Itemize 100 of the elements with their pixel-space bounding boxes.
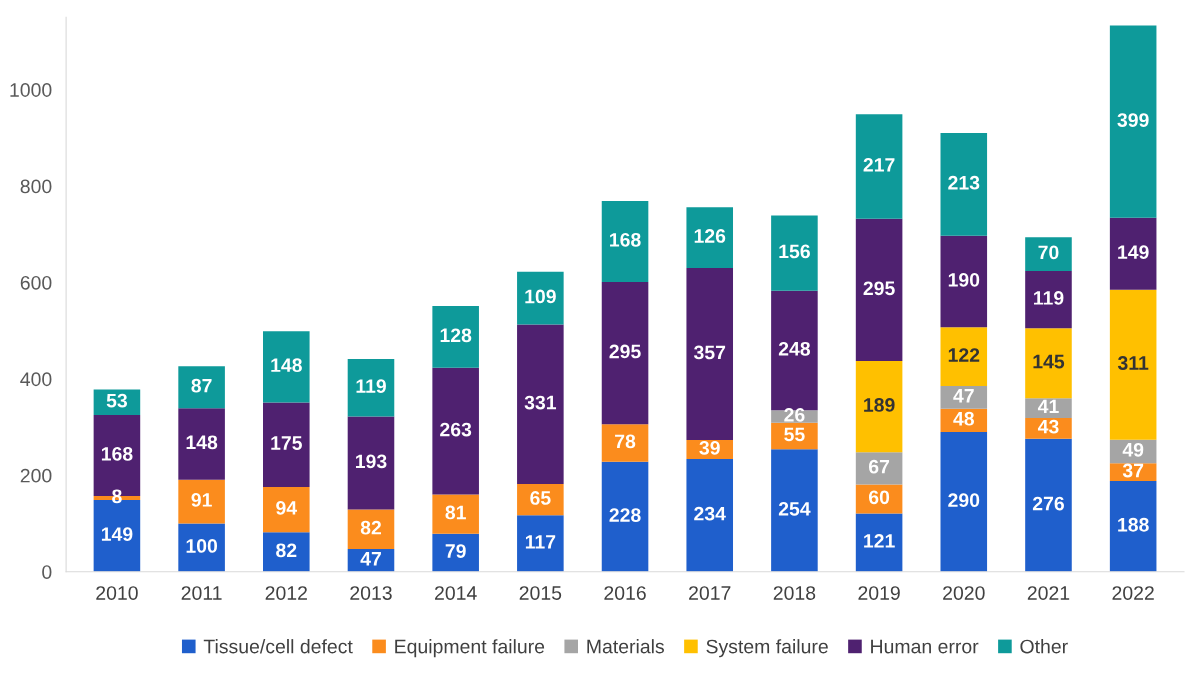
bar xyxy=(601,461,649,572)
y-tick-label: 800 xyxy=(20,179,52,194)
x-tick-label: 2022 xyxy=(1112,586,1154,600)
bar xyxy=(1109,25,1157,218)
bar xyxy=(517,483,564,516)
bar xyxy=(1025,237,1072,271)
bar xyxy=(940,235,988,328)
bar xyxy=(1025,438,1072,572)
bar xyxy=(517,324,564,484)
x-tick-label: 2012 xyxy=(265,586,307,600)
x-tick-label: 2021 xyxy=(1027,586,1070,600)
data-label: 399 xyxy=(1117,113,1149,127)
data-label: 47 xyxy=(360,552,381,566)
bar xyxy=(855,114,903,219)
data-label: 234 xyxy=(694,506,726,521)
legend-label: System failure xyxy=(706,639,828,658)
bar xyxy=(855,513,903,572)
data-label: 149 xyxy=(101,527,133,542)
bar xyxy=(347,359,395,417)
legend-label: Tissue/cell defect xyxy=(203,639,353,654)
data-label: 122 xyxy=(948,348,980,362)
x-tick-label: 2017 xyxy=(689,586,731,600)
x-tick-label: 2011 xyxy=(181,586,222,600)
bar xyxy=(263,532,310,572)
data-label: 148 xyxy=(186,435,218,450)
bar xyxy=(432,367,479,495)
legend-label: Materials xyxy=(587,639,664,654)
data-label: 41 xyxy=(1037,399,1059,414)
data-label: 48 xyxy=(953,411,974,426)
bar xyxy=(263,486,310,533)
data-label: 217 xyxy=(863,157,895,172)
bar xyxy=(601,424,649,462)
bar xyxy=(601,201,649,282)
data-label: 117 xyxy=(525,535,556,549)
data-label: 331 xyxy=(524,395,557,410)
data-label: 119 xyxy=(356,379,386,394)
data-label: 148 xyxy=(271,358,302,373)
bar xyxy=(771,449,818,572)
bar xyxy=(1025,270,1072,329)
bar xyxy=(855,218,903,362)
bar xyxy=(940,431,988,572)
y-tick-label: 0 xyxy=(42,565,52,579)
data-label: 109 xyxy=(525,289,556,304)
data-label: 193 xyxy=(355,454,387,469)
data-label: 79 xyxy=(445,544,466,558)
x-tick-label: 2015 xyxy=(519,586,562,600)
bar xyxy=(686,207,734,269)
x-tick-label: 2010 xyxy=(96,586,138,600)
data-label: 60 xyxy=(869,490,890,505)
data-label: 119 xyxy=(1034,291,1064,305)
x-tick-label: 2019 xyxy=(858,586,900,600)
data-label: 145 xyxy=(1033,354,1065,369)
bar xyxy=(347,416,395,510)
data-label: 276 xyxy=(1032,496,1064,511)
data-label: 156 xyxy=(779,244,810,259)
bar xyxy=(432,533,479,572)
bar xyxy=(1109,289,1157,440)
bar xyxy=(601,281,649,425)
y-tick-label: 1000 xyxy=(10,83,52,97)
data-label: 87 xyxy=(191,378,212,393)
data-label: 70 xyxy=(1038,245,1059,260)
bar xyxy=(432,306,479,368)
data-label: 82 xyxy=(360,520,382,535)
data-label: 189 xyxy=(864,398,895,412)
data-label: 168 xyxy=(101,446,133,461)
data-label: 121 xyxy=(864,534,895,548)
x-tick-label: 2014 xyxy=(435,586,477,600)
data-label: 91 xyxy=(191,493,212,507)
data-label: 94 xyxy=(276,500,298,515)
data-label: 128 xyxy=(440,328,472,343)
y-tick-label: 600 xyxy=(20,275,52,290)
data-label: 213 xyxy=(948,175,980,190)
x-tick-label: 2016 xyxy=(604,586,646,600)
data-label: 67 xyxy=(869,459,890,474)
data-label: 81 xyxy=(445,505,466,520)
bar xyxy=(263,331,310,403)
data-label: 254 xyxy=(778,501,811,516)
data-label: 295 xyxy=(863,281,895,296)
bar xyxy=(771,215,818,291)
bar xyxy=(940,327,988,387)
bar xyxy=(178,366,225,409)
bar xyxy=(1109,217,1157,290)
legend-label: Human error xyxy=(871,639,979,654)
data-label: 100 xyxy=(186,539,218,553)
x-tick-label: 2018 xyxy=(773,586,816,600)
data-label: 290 xyxy=(948,493,980,508)
data-label: 311 xyxy=(1117,356,1149,370)
data-label: 168 xyxy=(610,232,641,247)
y-tick-label: 400 xyxy=(20,372,52,387)
x-tick-label: 2013 xyxy=(350,586,392,600)
bar xyxy=(263,402,310,487)
data-label: 43 xyxy=(1037,419,1059,434)
data-label: 263 xyxy=(440,422,472,437)
bar xyxy=(855,452,903,485)
data-label: 37 xyxy=(1122,463,1144,478)
data-label: 55 xyxy=(784,427,805,442)
data-label: 357 xyxy=(693,345,726,360)
bar xyxy=(940,386,988,409)
data-label: 49 xyxy=(1122,442,1144,457)
bar xyxy=(1109,481,1157,572)
